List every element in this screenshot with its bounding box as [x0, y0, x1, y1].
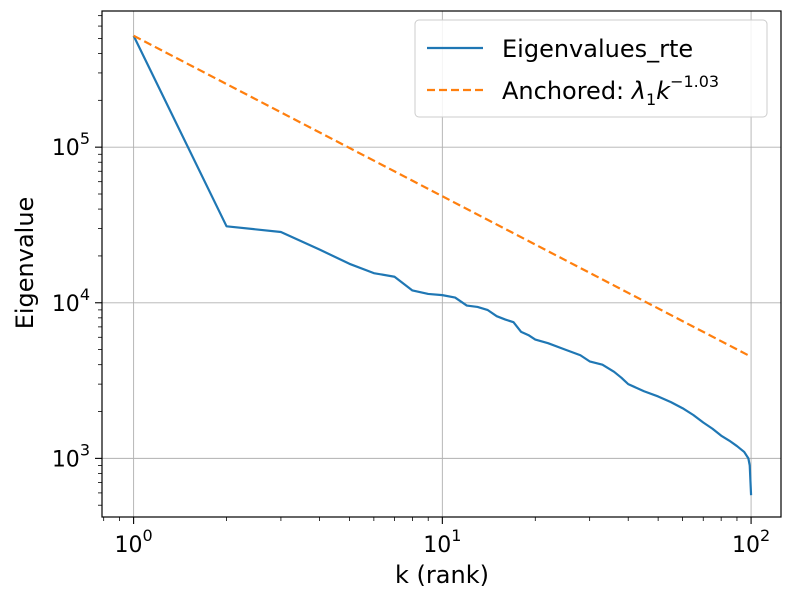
x-tick-label: 101: [423, 526, 461, 558]
x-tick-label: 100: [115, 526, 153, 558]
legend: Eigenvalues_rte Anchored: λ1k−1.03: [414, 19, 768, 118]
major-tick-layer: [95, 146, 752, 524]
minor-tick-layer: [98, 15, 738, 521]
series-line-eigenvalues: [132, 35, 753, 496]
legend-box: [414, 19, 768, 118]
y-tick-label: 105: [52, 129, 90, 161]
x-tick-label: 102: [732, 526, 770, 558]
legend-label-anchored: Anchored: λ1k−1.03: [502, 72, 719, 109]
y-tick-label: 103: [52, 440, 90, 472]
y-axis-label: Eigenvalue: [11, 197, 39, 330]
series-line-anchored: [133, 34, 752, 358]
plot-frame: [101, 10, 782, 518]
series-layer: [132, 34, 753, 496]
y-tick-label: 104: [52, 285, 90, 317]
x-axis-label: k (rank): [395, 561, 489, 589]
legend-label-eigenvalues: Eigenvalues_rte: [502, 35, 693, 63]
